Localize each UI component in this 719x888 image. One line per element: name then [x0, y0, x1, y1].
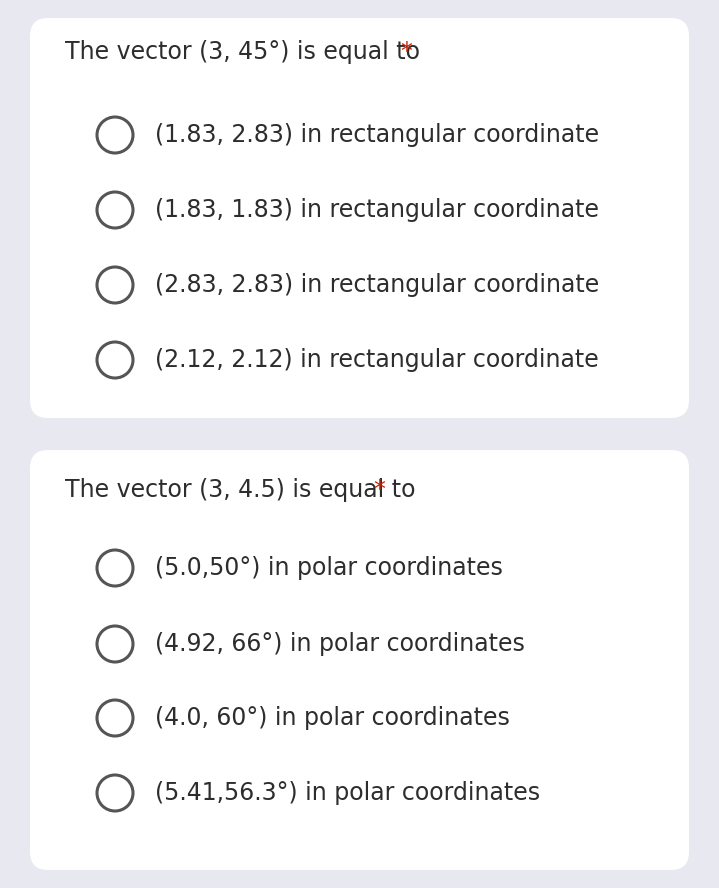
Text: (1.83, 2.83) in rectangular coordinate: (1.83, 2.83) in rectangular coordinate	[155, 123, 599, 147]
Text: (5.41,56.3°) in polar coordinates: (5.41,56.3°) in polar coordinates	[155, 781, 540, 805]
Text: The vector (3, 4.5) is equal to: The vector (3, 4.5) is equal to	[65, 478, 423, 502]
FancyBboxPatch shape	[30, 18, 689, 418]
Text: (2.83, 2.83) in rectangular coordinate: (2.83, 2.83) in rectangular coordinate	[155, 273, 599, 297]
Text: (5.0,50°) in polar coordinates: (5.0,50°) in polar coordinates	[155, 556, 503, 580]
Text: (4.92, 66°) in polar coordinates: (4.92, 66°) in polar coordinates	[155, 632, 525, 656]
Text: (4.0, 60°) in polar coordinates: (4.0, 60°) in polar coordinates	[155, 706, 510, 730]
Text: *: *	[373, 478, 385, 502]
Text: The vector (3, 45°) is equal to: The vector (3, 45°) is equal to	[65, 40, 428, 64]
Text: (2.12, 2.12) in rectangular coordinate: (2.12, 2.12) in rectangular coordinate	[155, 348, 599, 372]
Text: (1.83, 1.83) in rectangular coordinate: (1.83, 1.83) in rectangular coordinate	[155, 198, 599, 222]
FancyBboxPatch shape	[30, 450, 689, 870]
Text: *: *	[400, 40, 412, 64]
